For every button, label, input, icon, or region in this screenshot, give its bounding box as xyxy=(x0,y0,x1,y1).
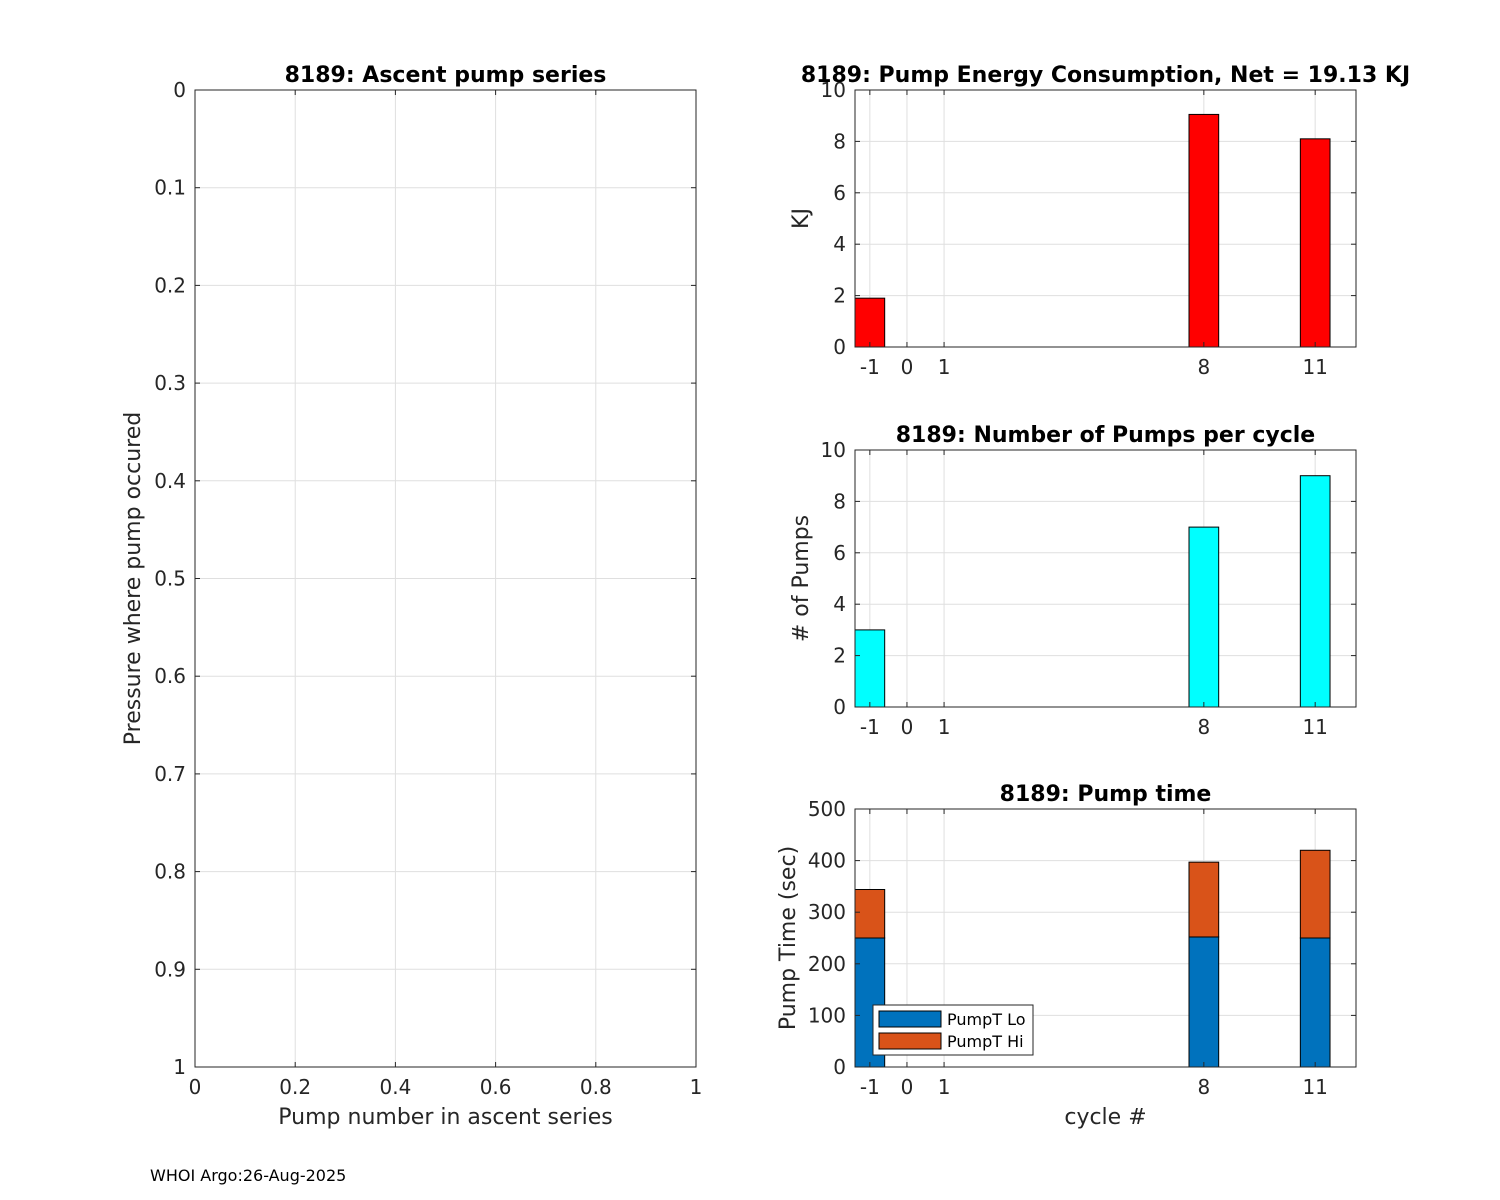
x-tick-label: 0 xyxy=(189,1075,202,1099)
y-tick-label: 500 xyxy=(808,797,846,821)
bar-pumpt-hi xyxy=(1188,861,1220,938)
y-tick-label: 0 xyxy=(173,78,186,102)
y-tick-label: 1 xyxy=(173,1055,186,1079)
chart-title: 8189: Ascent pump series xyxy=(285,63,607,88)
y-tick-label: 0.9 xyxy=(154,957,186,981)
y-tick-label: 0.8 xyxy=(154,860,186,884)
chart-title: 8189: Pump time xyxy=(1000,782,1212,807)
x-axis-label: cycle # xyxy=(1064,1105,1146,1130)
bar-pumpt-lo xyxy=(1299,937,1331,1068)
y-tick-label: 0.4 xyxy=(154,469,186,493)
y-tick-label: 8 xyxy=(833,129,846,153)
x-tick-label: -1 xyxy=(860,715,880,739)
y-tick-label: 0.7 xyxy=(154,762,186,786)
y-tick-label: 2 xyxy=(833,284,846,308)
axes-box xyxy=(854,89,1357,348)
x-tick-label: -1 xyxy=(860,1075,880,1099)
y-tick-label: 8 xyxy=(833,489,846,513)
y-tick-label: 0.2 xyxy=(154,273,186,297)
y-tick-label: 0 xyxy=(833,1055,846,1079)
y-tick-label: 4 xyxy=(833,592,846,616)
y-axis-label: Pump Time (sec) xyxy=(776,846,801,1030)
y-tick-label: 0.1 xyxy=(154,176,186,200)
bar-pumpt-hi xyxy=(854,888,886,939)
y-tick-label: 10 xyxy=(821,438,846,462)
y-axis-label: Pressure where pump occured xyxy=(121,412,146,745)
y-tick-label: 6 xyxy=(833,181,846,205)
bar-pumpt-hi xyxy=(1299,849,1331,939)
x-tick-label: 0 xyxy=(901,1075,914,1099)
legend-swatch xyxy=(878,1010,942,1028)
legend-swatch xyxy=(878,1032,942,1050)
x-tick-label: 0 xyxy=(901,715,914,739)
y-tick-label: 0 xyxy=(833,695,846,719)
y-axis-label: # of Pumps xyxy=(789,515,814,642)
footer-stamp: WHOI Argo:26-Aug-2025 xyxy=(150,1166,347,1185)
bar xyxy=(854,297,886,348)
x-tick-label: 0.6 xyxy=(480,1075,512,1099)
y-tick-label: 4 xyxy=(833,232,846,256)
x-tick-label: 8 xyxy=(1197,715,1210,739)
x-tick-label: 1 xyxy=(938,715,951,739)
y-tick-label: 400 xyxy=(808,849,846,873)
y-tick-label: 300 xyxy=(808,900,846,924)
x-tick-label: 11 xyxy=(1302,715,1327,739)
axes-box xyxy=(854,808,1357,1068)
x-tick-label: 0.8 xyxy=(580,1075,612,1099)
x-tick-label: 8 xyxy=(1197,355,1210,379)
x-tick-label: -1 xyxy=(860,355,880,379)
x-tick-label: 0.2 xyxy=(279,1075,311,1099)
bar xyxy=(1188,113,1220,348)
chart-title: 8189: Number of Pumps per cycle xyxy=(896,423,1315,448)
x-tick-label: 1 xyxy=(938,1075,951,1099)
y-tick-label: 0.6 xyxy=(154,664,186,688)
bar-pumpt-lo xyxy=(1188,936,1220,1068)
legend-entry: PumpT Hi xyxy=(947,1032,1024,1051)
y-tick-label: 100 xyxy=(808,1003,846,1027)
y-tick-label: 0.3 xyxy=(154,371,186,395)
chart-title: 8189: Pump Energy Consumption, Net = 19.… xyxy=(801,63,1410,88)
x-tick-label: 1 xyxy=(938,355,951,379)
bar xyxy=(1299,138,1331,348)
x-axis-label: Pump number in ascent series xyxy=(278,1105,612,1130)
x-tick-label: 8 xyxy=(1197,1075,1210,1099)
x-tick-label: 0 xyxy=(901,355,914,379)
bar xyxy=(1188,526,1220,708)
x-tick-label: 11 xyxy=(1302,355,1327,379)
y-tick-label: 6 xyxy=(833,541,846,565)
x-tick-label: 0.4 xyxy=(379,1075,411,1099)
bar xyxy=(1299,475,1331,708)
y-tick-label: 0 xyxy=(833,335,846,359)
axes-box xyxy=(854,449,1357,708)
x-tick-label: 11 xyxy=(1302,1075,1327,1099)
y-axis-label: KJ xyxy=(789,208,814,229)
legend-entry: PumpT Lo xyxy=(947,1010,1026,1029)
ascent-pump-series-panel: 0 0.2 0.4 0.6 0.8 100.10.20.30.40.50.60.70.80… xyxy=(121,63,702,1130)
bar xyxy=(854,629,886,708)
x-tick-label: 1 xyxy=(690,1075,703,1099)
chart-legend: PumpT Lo PumpT Hi xyxy=(872,1004,1034,1056)
y-tick-label: 200 xyxy=(808,952,846,976)
y-tick-label: 2 xyxy=(833,644,846,668)
y-tick-label: 10 xyxy=(821,78,846,102)
y-tick-label: 0.5 xyxy=(154,567,186,591)
